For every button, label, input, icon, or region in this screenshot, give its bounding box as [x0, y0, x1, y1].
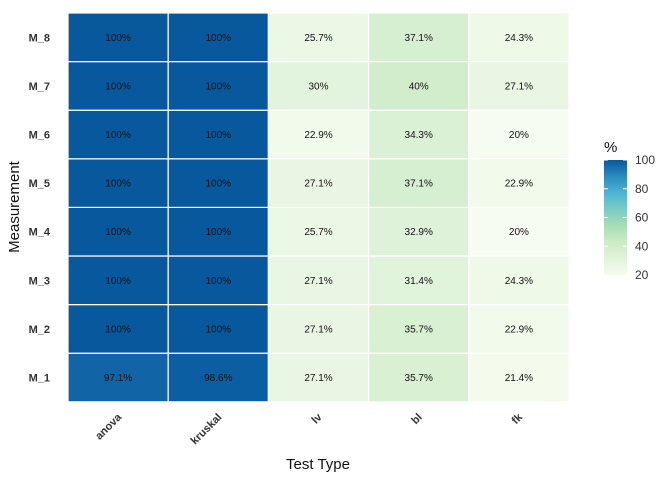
heatmap-cell — [468, 304, 570, 354]
heatmap-cells: 97.1% 98.6% 27.1% 35.7% 21.4% 100% 100% 27.1% 35… — [67, 12, 570, 403]
heatmap-cell — [167, 352, 269, 403]
cell-value-label: 27.1% — [304, 373, 332, 384]
heatmap-cell — [267, 206, 370, 257]
legend-tick-label: 100 — [635, 153, 655, 167]
legend-tick-label: 20 — [635, 268, 649, 282]
cell-value-label: 100% — [105, 81, 131, 92]
heatmap-cell — [67, 352, 169, 403]
legend-ticks: 20 40 60 80 100 — [604, 153, 655, 282]
legend-tick-label: 40 — [635, 239, 649, 253]
cell-value-label: 100% — [105, 324, 131, 335]
cell-value-label: 25.7% — [304, 227, 332, 238]
legend-colorbar — [604, 160, 627, 275]
cell-value-label: 100% — [206, 276, 232, 287]
heatmap-cell — [468, 109, 570, 160]
cell-value-label: 35.7% — [405, 373, 433, 384]
heatmap-cell — [368, 206, 470, 257]
y-tick-label: M_7 — [29, 81, 50, 93]
cell-value-label: 100% — [105, 179, 131, 190]
heatmap-cell — [368, 12, 470, 63]
y-tick-label: M_1 — [29, 373, 50, 385]
x-tick-labels: anova kruskal lv bl fk — [93, 411, 525, 447]
heatmap-cell — [167, 206, 269, 257]
heatmap-cell — [267, 304, 370, 354]
cell-value-label: 100% — [105, 227, 131, 238]
cell-value-label: 24.3% — [505, 276, 533, 287]
heatmap-cell — [468, 158, 570, 209]
cell-value-label: 20% — [509, 130, 529, 141]
x-tick-label: fk — [510, 411, 526, 427]
heatmap-cell — [468, 12, 570, 63]
x-tick-label: lv — [310, 411, 326, 427]
cell-value-label: 27.1% — [304, 276, 332, 287]
y-tick-labels: M_1 M_2 M_3 M_4 M_5 M_6 M_7 M_8 — [29, 32, 51, 384]
cell-value-label: 40% — [409, 81, 429, 92]
cell-value-label: 100% — [206, 33, 232, 44]
cell-value-label: 35.7% — [405, 324, 433, 335]
x-axis-title: Test Type — [286, 456, 350, 473]
heatmap-cell — [67, 304, 169, 354]
legend-tick-label: 80 — [635, 182, 649, 196]
cell-value-label: 100% — [105, 276, 131, 287]
x-tick-label: kruskal — [189, 411, 225, 447]
heatmap-cell — [368, 60, 470, 111]
heatmap-cell — [167, 109, 269, 160]
heatmap-cell — [167, 304, 269, 354]
cell-value-label: 97.1% — [104, 373, 132, 384]
cell-value-label: 27.1% — [304, 179, 332, 190]
cell-value-label: 100% — [206, 324, 232, 335]
cell-value-label: 100% — [105, 33, 131, 44]
cell-value-label: 20% — [509, 227, 529, 238]
cell-value-label: 27.1% — [304, 324, 332, 335]
y-tick-label: M_2 — [29, 324, 50, 336]
y-tick-label: M_3 — [29, 275, 50, 287]
cell-value-label: 32.9% — [405, 227, 433, 238]
cell-value-label: 25.7% — [304, 33, 332, 44]
cell-value-label: 98.6% — [204, 373, 232, 384]
heatmap-cell — [67, 12, 169, 63]
y-axis-title: Measurement — [6, 160, 23, 253]
heatmap-cell — [167, 255, 269, 306]
cell-value-label: 22.9% — [505, 179, 533, 190]
cell-value-label: 30% — [308, 81, 328, 92]
cell-value-label: 34.3% — [405, 130, 433, 141]
color-legend: % 20 40 60 80 100 — [604, 139, 655, 282]
cell-value-label: 21.4% — [505, 373, 533, 384]
y-tick-label: M_4 — [29, 227, 51, 239]
heatmap-cell — [468, 352, 570, 403]
legend-tick-label: 60 — [635, 211, 649, 225]
heatmap-cell — [368, 304, 470, 354]
heatmap-cell — [468, 255, 570, 306]
heatmap-cell — [267, 255, 370, 306]
cell-value-label: 22.9% — [505, 324, 533, 335]
heatmap-cell — [468, 206, 570, 257]
heatmap-cell — [67, 206, 169, 257]
heatmap-cell — [267, 158, 370, 209]
heatmap-cell — [468, 60, 570, 111]
cell-value-label: 100% — [206, 227, 232, 238]
heatmap-cell — [267, 109, 370, 160]
heatmap-cell — [67, 158, 169, 209]
y-tick-label: M_8 — [29, 32, 50, 44]
x-tick-label: anova — [93, 411, 125, 443]
legend-title: % — [604, 139, 617, 156]
cell-value-label: 100% — [206, 130, 232, 141]
cell-value-label: 100% — [105, 130, 131, 141]
y-tick-label: M_5 — [29, 178, 50, 190]
cell-value-label: 22.9% — [304, 130, 332, 141]
cell-value-label: 37.1% — [405, 33, 433, 44]
cell-value-label: 31.4% — [405, 276, 433, 287]
x-tick-label: bl — [409, 411, 424, 426]
cell-value-label: 27.1% — [505, 81, 533, 92]
cell-value-label: 37.1% — [405, 179, 433, 190]
cell-value-label: 100% — [206, 179, 232, 190]
heatmap-cell — [368, 109, 470, 160]
cell-value-label: 100% — [206, 81, 232, 92]
heatmap-cell — [167, 12, 269, 63]
cell-value-label: 24.3% — [505, 33, 533, 44]
heatmap-cell — [267, 12, 370, 63]
y-tick-label: M_6 — [29, 130, 50, 142]
